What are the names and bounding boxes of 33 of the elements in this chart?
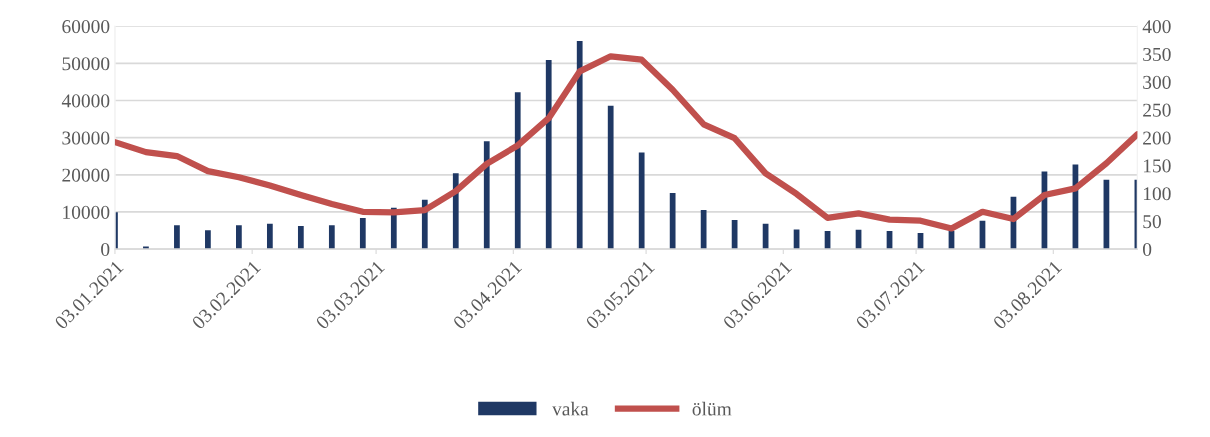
legend-label: ölüm bbox=[692, 401, 732, 416]
y2-tick-label: 250 bbox=[1143, 103, 1171, 117]
y-tick-label: 0 bbox=[101, 242, 110, 257]
y2-tick-label: 400 bbox=[1142, 20, 1171, 34]
bar bbox=[205, 230, 211, 250]
legend-label: vaka bbox=[552, 401, 589, 416]
bar bbox=[266, 223, 273, 250]
bar bbox=[514, 92, 521, 250]
bar bbox=[174, 225, 180, 250]
bar bbox=[545, 60, 552, 250]
y-tick-label: 50000 bbox=[62, 57, 110, 71]
y2-tick-label: 0 bbox=[1143, 242, 1152, 257]
bar bbox=[638, 152, 645, 250]
bar bbox=[576, 41, 583, 250]
bar bbox=[483, 141, 490, 250]
bar bbox=[700, 210, 707, 250]
bar bbox=[236, 225, 242, 250]
y-tick-label: 60000 bbox=[62, 20, 110, 34]
y2-tick-label: 300 bbox=[1143, 75, 1171, 89]
y2-tick-label: 200 bbox=[1143, 131, 1171, 145]
bar bbox=[328, 225, 335, 250]
y-tick-label: 10000 bbox=[63, 205, 110, 219]
y2-tick-label: 50 bbox=[1143, 215, 1161, 229]
y-tick-label: 20000 bbox=[62, 168, 110, 182]
bar bbox=[669, 193, 676, 250]
y-tick-label: 40000 bbox=[61, 94, 110, 108]
y2-tick-label: 350 bbox=[1143, 47, 1171, 62]
bar bbox=[297, 226, 304, 250]
y2-tick-label: 100 bbox=[1143, 187, 1171, 201]
y-tick-label: 30000 bbox=[62, 131, 110, 145]
bar bbox=[607, 105, 614, 250]
y2-tick-label: 150 bbox=[1143, 159, 1171, 173]
bar bbox=[359, 217, 366, 250]
